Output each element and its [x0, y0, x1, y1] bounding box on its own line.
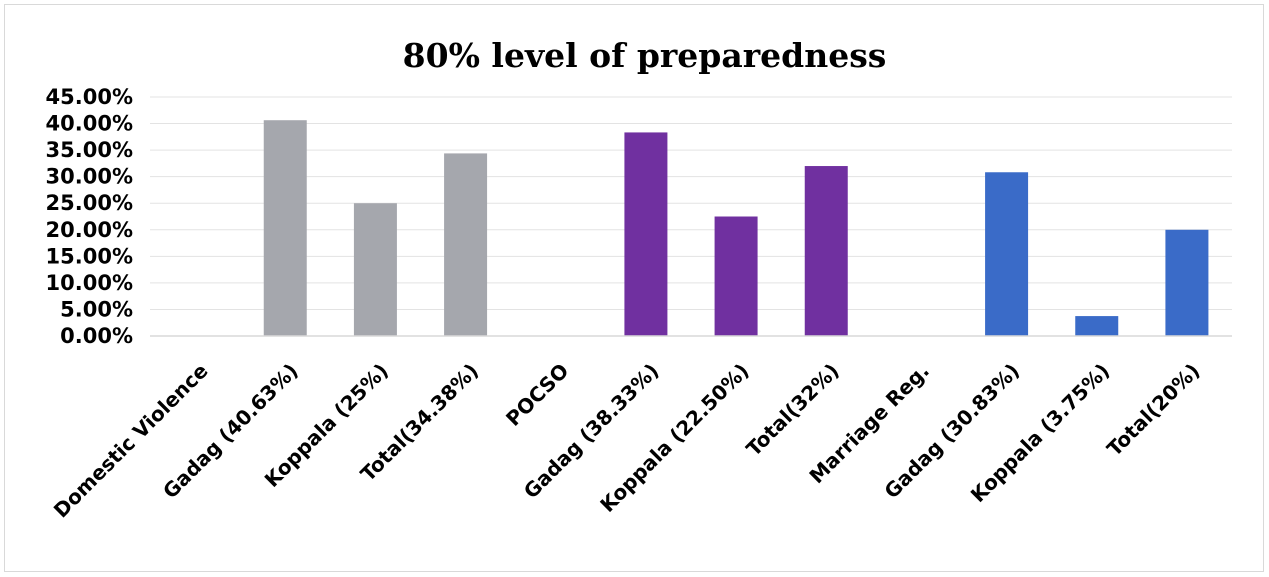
bar: [804, 166, 848, 336]
bar: [624, 132, 668, 336]
bar: [444, 153, 488, 336]
y-tick-label: 15.00%: [46, 244, 133, 268]
y-tick-label: 30.00%: [46, 165, 133, 189]
gridlines: [150, 96, 1232, 310]
y-tick-label: 40.00%: [46, 112, 133, 136]
bars: [263, 120, 1209, 336]
y-tick-label: 25.00%: [46, 191, 133, 215]
y-tick-label: 20.00%: [46, 218, 133, 242]
x-tick-label: Total(32%): [741, 359, 843, 461]
y-tick-label: 45.00%: [46, 85, 133, 109]
y-tick-label: 0.00%: [60, 324, 133, 348]
bar: [1075, 316, 1119, 336]
bar: [1165, 229, 1209, 336]
x-tick-label: POCSO: [501, 359, 573, 431]
bar: [353, 203, 397, 336]
y-tick-label: 10.00%: [46, 271, 133, 295]
x-tick-label: Total(20%): [1102, 359, 1204, 461]
y-tick-label: 35.00%: [46, 138, 133, 162]
bar: [263, 120, 307, 336]
y-tick-labels: 0.00% 5.00%10.00% 15.00%20.00% 25.00%30.00%…: [46, 85, 133, 348]
bar: [985, 172, 1029, 336]
y-tick-label: 5.00%: [60, 297, 133, 321]
x-tick-label: Domestic Violence: [49, 359, 213, 523]
bar: [714, 216, 758, 336]
chart-title: 80% level of preparedness: [402, 36, 887, 75]
x-tick-label: Koppala (22.50%): [595, 359, 753, 517]
